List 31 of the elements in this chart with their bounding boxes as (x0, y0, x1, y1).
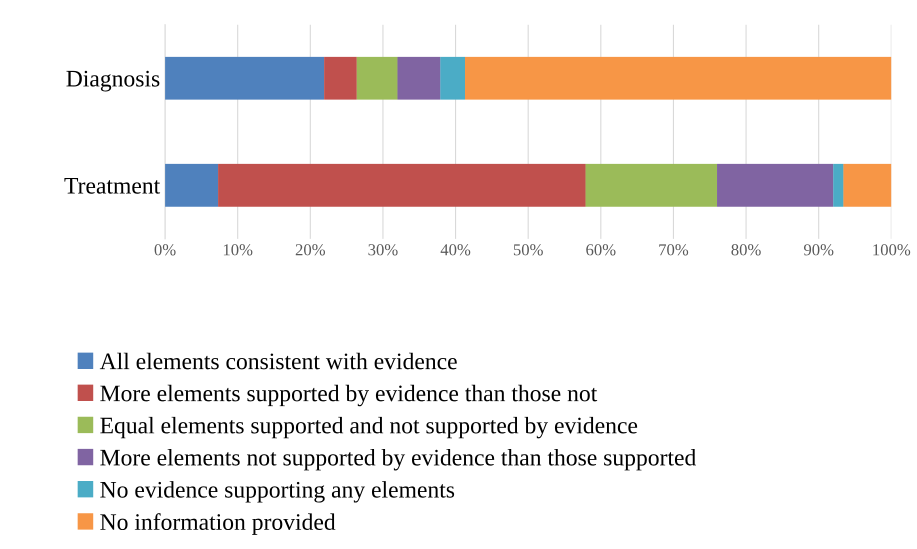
bar (465, 56, 892, 100)
bar (397, 56, 440, 100)
x-tick-label: 100% (873, 244, 910, 256)
y-tick-label: Diagnosis (66, 70, 160, 92)
x-tick-label: 60% (586, 244, 616, 256)
legend-label: More elements not supported by evidence than those supported (100, 448, 696, 470)
bar (356, 56, 398, 100)
bar (165, 56, 324, 100)
bar (843, 164, 892, 207)
bar (833, 164, 844, 207)
legend-label: All elements consistent with evidence (100, 352, 457, 370)
bar (165, 164, 218, 207)
x-tick-label: 80% (731, 244, 761, 256)
bar (324, 56, 357, 100)
x-tick-label: 50% (514, 244, 543, 256)
bar (717, 164, 834, 207)
x-tick-label: 90% (804, 244, 834, 256)
x-tick-label: 10% (224, 244, 252, 256)
x-tick-label: 30% (368, 244, 398, 256)
x-tick-label: 20% (296, 244, 326, 256)
bar (218, 164, 586, 207)
x-tick-label: 40% (440, 244, 470, 256)
x-tick-label: 0% (154, 244, 176, 256)
y-tick-label: Treatment (64, 178, 160, 194)
legend-label: Equal elements supported and not supported by evidence (100, 416, 638, 438)
x-tick-label: 70% (659, 244, 688, 256)
legend-label: No information provided (100, 513, 336, 535)
bar (586, 164, 718, 207)
legend-label: No evidence supporting any elements (100, 481, 454, 503)
bar (440, 56, 466, 100)
legend-label: More elements supported by evidence than those not (100, 384, 598, 406)
